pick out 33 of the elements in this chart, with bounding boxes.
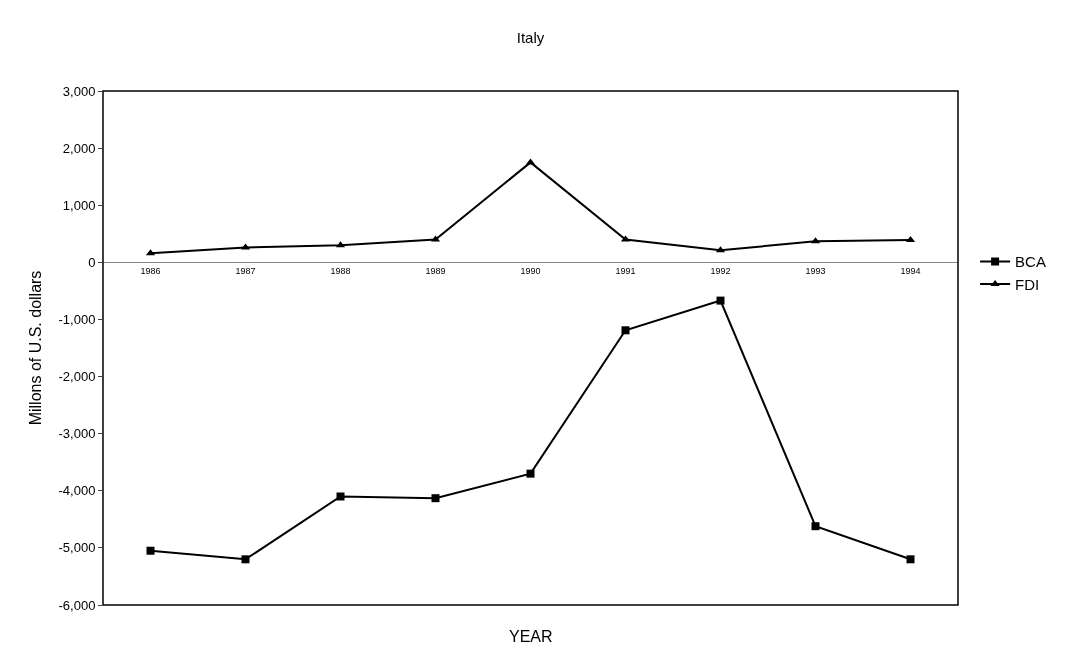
point bbox=[811, 522, 820, 531]
x-tick-label: 1993 bbox=[805, 266, 826, 277]
x-tick-label: 1994 bbox=[900, 266, 921, 277]
y-tick-label: -1,000 bbox=[58, 311, 96, 327]
point bbox=[336, 492, 345, 501]
y-tick-label: -3,000 bbox=[58, 426, 96, 442]
x-tick-label: 1988 bbox=[330, 266, 351, 277]
y-axis-title: Millons of U.S. dollars bbox=[27, 270, 45, 426]
chart-title: Italy bbox=[516, 29, 545, 47]
x-tick-label: 1992 bbox=[710, 266, 731, 277]
x-axis-title: YEAR bbox=[509, 628, 553, 645]
y-tick-label: 3,000 bbox=[62, 83, 96, 99]
y-tick-label: 1,000 bbox=[62, 197, 96, 213]
y-tick-label: -4,000 bbox=[58, 483, 96, 499]
legend-label: BCA bbox=[1015, 253, 1046, 271]
point bbox=[241, 555, 250, 564]
x-tick-label: 1986 bbox=[140, 266, 161, 277]
y-tick-label: 0 bbox=[88, 254, 96, 270]
point bbox=[146, 546, 155, 555]
x-tick-label: 1989 bbox=[425, 266, 446, 277]
y-tick-label: -5,000 bbox=[58, 540, 96, 556]
point bbox=[716, 296, 725, 305]
y-tick-label: -2,000 bbox=[58, 369, 96, 385]
point bbox=[906, 555, 915, 564]
point bbox=[526, 469, 535, 478]
point bbox=[431, 494, 440, 503]
y-tick-label: -6,000 bbox=[58, 597, 96, 613]
x-tick-label: 1991 bbox=[615, 266, 636, 277]
x-tick-label: 1990 bbox=[520, 266, 541, 277]
point bbox=[621, 326, 630, 335]
legend-label: FDI bbox=[1015, 275, 1040, 293]
x-tick-label: 1987 bbox=[235, 266, 256, 277]
y-tick-label: 2,000 bbox=[62, 140, 96, 156]
